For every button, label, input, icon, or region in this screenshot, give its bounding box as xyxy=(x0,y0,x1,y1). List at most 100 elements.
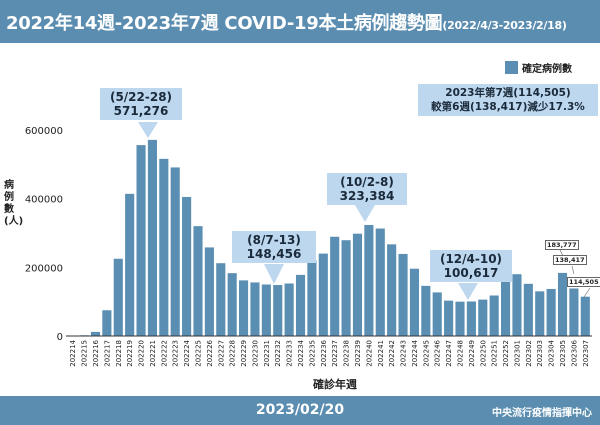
x-tick-label: 202232 xyxy=(274,340,282,367)
x-tick-label: 202215 xyxy=(81,340,89,367)
bar-202226 xyxy=(204,247,214,336)
bar-202218 xyxy=(113,258,123,336)
callout-period: (5/22-28) xyxy=(109,90,173,104)
summary-box: 2023年第7週(114,505) 較第6週(138,417)減少17.3% xyxy=(418,84,598,116)
x-tick-label: 202303 xyxy=(536,340,544,367)
header-bar: 2022年14週-2023年7週 COVID-19本土病例趨勢圖(2022/4/… xyxy=(0,0,600,43)
bar-202242 xyxy=(387,244,397,336)
x-tick-label: 202304 xyxy=(548,339,556,366)
x-tick-label: 202238 xyxy=(343,340,351,367)
summary-line1: 2023年第7週(114,505) xyxy=(445,87,571,99)
x-tick-label: 202225 xyxy=(195,340,203,367)
bar-202305 xyxy=(557,272,568,336)
bar-202246 xyxy=(432,292,442,336)
bar-202247 xyxy=(444,300,454,336)
bar-202229 xyxy=(239,280,249,336)
x-tick-label: 202214 xyxy=(69,339,77,366)
x-tick-label: 202301 xyxy=(513,340,521,367)
callout-period: (10/2-8) xyxy=(340,175,394,189)
x-tick-label: 202230 xyxy=(251,340,259,367)
bar-202245 xyxy=(421,285,431,336)
bar-202234 xyxy=(295,274,306,336)
bar-202249 xyxy=(466,301,476,336)
x-tick-label: 202237 xyxy=(331,340,339,367)
bar-202216 xyxy=(90,331,101,336)
bar-202251 xyxy=(489,295,499,336)
legend-label: 確定病例數 xyxy=(522,64,572,75)
x-tick-label: 202236 xyxy=(320,339,328,366)
x-tick-label: 202250 xyxy=(479,340,487,367)
x-tick-label: 202221 xyxy=(149,340,157,367)
bar-202228 xyxy=(227,273,237,336)
bar-202301 xyxy=(512,274,522,336)
callout-value: 571,276 xyxy=(113,104,169,118)
bar-202221 xyxy=(147,139,157,336)
bar-202225 xyxy=(193,226,203,336)
x-tick-label: 202249 xyxy=(468,340,476,367)
x-tick-label: 202240 xyxy=(365,340,373,367)
bar-202217 xyxy=(102,310,112,336)
x-axis: 202214 202215 202216 202217 202218 202219 2022… xyxy=(69,339,590,366)
bar-202232 xyxy=(273,285,283,336)
callout-period: (8/7-13) xyxy=(247,233,301,247)
bars xyxy=(68,139,590,336)
bar-202222 xyxy=(159,158,169,336)
bar-202236 xyxy=(318,253,328,336)
x-tick-label: 202231 xyxy=(263,340,271,367)
bar-202244 xyxy=(409,268,419,336)
x-tick-label: 202222 xyxy=(160,340,168,367)
x-tick-label: 202226 xyxy=(206,339,214,366)
bar-202307 xyxy=(580,296,590,336)
callout-trough2: (12/4-10) 100,617 xyxy=(430,250,512,282)
bar-202243 xyxy=(398,253,408,336)
callout-value: 100,617 xyxy=(443,266,499,280)
date-range: (2022/4/3-2023/2/18) xyxy=(442,19,567,32)
y-tick-label: 200000 xyxy=(25,263,63,274)
x-tick-label: 202235 xyxy=(308,340,316,367)
x-tick-label: 202239 xyxy=(354,340,362,367)
x-tick-label: 202305 xyxy=(559,340,567,367)
x-tick-label: 202246 xyxy=(434,339,442,366)
footer-bar: 2023/02/20 中央流行疫情指揮中心 xyxy=(0,396,600,425)
publish-date: 2023/02/20 xyxy=(255,402,345,418)
bar-202303 xyxy=(535,291,545,336)
bar-202227 xyxy=(216,263,226,336)
legend: 確定病例數 xyxy=(505,60,572,75)
x-axis-label: 確診年週 xyxy=(313,378,357,391)
bar-202240 xyxy=(364,224,374,336)
callout-trough1: (8/7-13) 148,456 xyxy=(232,231,316,263)
x-tick-label: 202216 xyxy=(92,339,100,366)
bar-202223 xyxy=(170,167,180,336)
x-tick-label: 202243 xyxy=(400,340,408,367)
callout-peak1: (5/22-28) 571,276 xyxy=(100,88,182,120)
x-tick-label: 202302 xyxy=(525,340,533,367)
x-tick-label: 202252 xyxy=(502,340,510,367)
bar-202224 xyxy=(182,196,192,336)
bar-202252 xyxy=(501,277,511,336)
bar-202306 xyxy=(569,288,579,336)
summary-line2: 較第6週(138,417)減少17.3% xyxy=(431,101,585,113)
y-tick-label: 400000 xyxy=(25,195,63,206)
bar-202237 xyxy=(330,236,340,336)
y-tick-label: 600000 xyxy=(25,126,63,137)
x-tick-label: 202251 xyxy=(491,340,499,367)
callout-peak2: (10/2-8) 323,384 xyxy=(327,173,407,205)
x-tick-label: 202234 xyxy=(297,339,305,366)
bar-202220 xyxy=(136,145,146,336)
x-tick-label: 202227 xyxy=(217,340,225,367)
x-tick-label: 202306 xyxy=(570,339,578,366)
label-202306: 138,417 xyxy=(553,255,587,265)
y-axis-label: 病例數(人) xyxy=(4,180,24,227)
x-tick-label: 202248 xyxy=(457,340,465,367)
callout-value: 323,384 xyxy=(339,189,395,203)
x-tick-label: 202244 xyxy=(411,339,419,366)
callout-pointers xyxy=(138,122,478,300)
label-202305: 183,777 xyxy=(545,240,579,250)
x-tick-label: 202245 xyxy=(422,340,430,367)
bar-202302 xyxy=(523,283,533,336)
y-axis: 0 200000 400000 600000 xyxy=(25,126,63,343)
label-202307: 114,505 xyxy=(567,277,600,287)
chart-title: 2022年14週-2023年7週 COVID-19本土病例趨勢圖(2022/4/… xyxy=(6,9,567,35)
bar-202304 xyxy=(546,288,556,336)
